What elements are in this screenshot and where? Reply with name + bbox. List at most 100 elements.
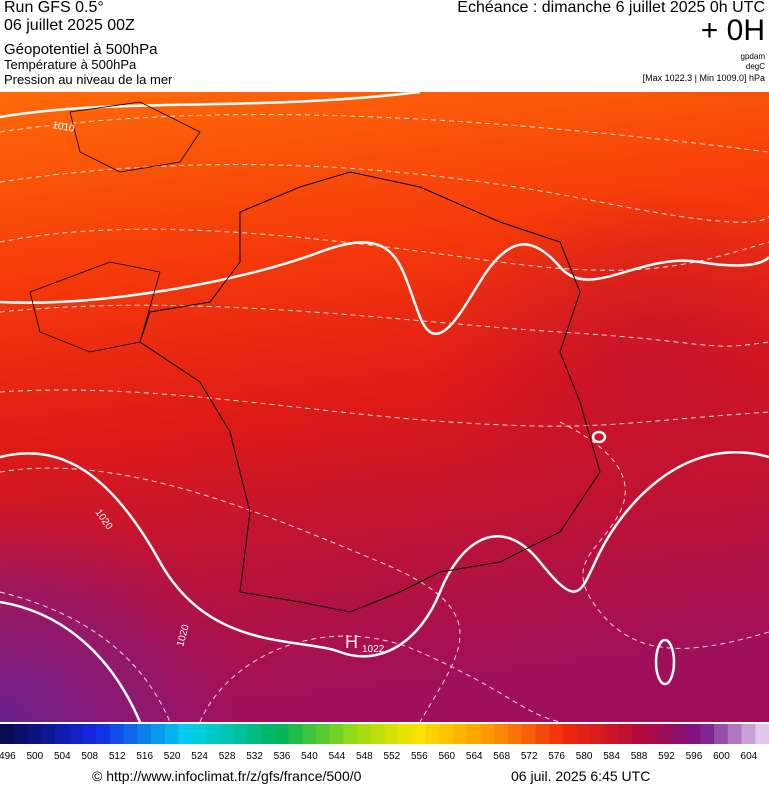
colorbar-label: 576 [548, 751, 565, 762]
isotherms [0, 114, 769, 722]
colorbar-swatch [411, 724, 427, 744]
colorbar-swatch [233, 724, 248, 744]
colorbar-swatch [727, 724, 743, 744]
colorbar-swatch [192, 724, 207, 744]
colorbar-label: 604 [741, 751, 758, 762]
colorbar-swatch [329, 724, 344, 744]
colorbar-label: 600 [713, 751, 730, 762]
colorbar-swatch [315, 724, 331, 744]
colorbar-swatch [357, 724, 372, 744]
colorbar-swatch [686, 724, 701, 744]
colorbar-swatch [617, 724, 633, 744]
coastline [29, 101, 201, 353]
colorbar-swatch [521, 724, 537, 744]
colorbar-swatch [755, 724, 769, 744]
colorbar-label: 504 [54, 751, 71, 762]
map: 1010 1020 1020 H 1022 [0, 92, 769, 722]
colorbar-label: 572 [521, 751, 538, 762]
colorbar-swatch [151, 724, 166, 744]
colorbar-swatch [672, 724, 688, 744]
colorbar-label: 548 [356, 751, 373, 762]
colorbar-swatch [576, 724, 591, 744]
colorbar-label: 564 [466, 751, 483, 762]
forecast-offset: + 0H [700, 14, 765, 47]
field [0, 92, 769, 722]
high-pressure-letter: H [345, 632, 358, 652]
colorbar-swatch [659, 724, 674, 744]
colorbar-swatch [219, 724, 234, 744]
colorbar-swatch [714, 724, 729, 744]
colorbar: 496 500 504 508 512 516 520 524 528 532 536 540 544 5… [0, 724, 769, 762]
colorbar-swatch [68, 724, 83, 744]
colorbar-swatch [604, 724, 619, 744]
colorbar-swatch [164, 724, 180, 744]
colorbar-swatch [123, 724, 138, 744]
unit-label: degC [745, 62, 765, 71]
colorbar-label: 512 [109, 751, 126, 762]
colorbar-swatch [535, 724, 550, 744]
colorbar-swatch [302, 724, 317, 744]
colorbar-swatch [508, 724, 523, 744]
colorbar-swatch [54, 724, 70, 744]
colorbar-swatch [205, 724, 221, 744]
colorbar-label: 528 [219, 751, 236, 762]
generated-time: 06 juil. 2025 6:45 UTC [511, 768, 651, 784]
colorbar-label: 580 [576, 751, 593, 762]
colorbar-swatch [13, 724, 28, 744]
colorbar-swatch [494, 724, 509, 744]
colorbar-label: 588 [631, 751, 648, 762]
run-date: 06 juillet 2025 00Z [4, 17, 135, 34]
colorbar-label: 568 [493, 751, 510, 762]
colorbar-swatch [439, 724, 454, 744]
colorbar-label: 516 [136, 751, 153, 762]
colorbar-label: 500 [26, 751, 43, 762]
colorbar-label: 524 [191, 751, 208, 762]
colorbar-swatch [343, 724, 358, 744]
layer-label: Géopotentiel à 500hPa [4, 41, 158, 58]
colorbar-swatch [288, 724, 303, 744]
colorbar-swatch [247, 724, 262, 744]
layer-label: Pression au niveau de la mer [4, 72, 173, 87]
colorbar-swatch [274, 724, 289, 744]
colorbar-swatch [370, 724, 385, 744]
colorbar-label: 532 [246, 751, 263, 762]
colorbar-swatch [178, 724, 193, 744]
colorbar-swatch [398, 724, 413, 744]
colorbar-label: 544 [329, 751, 346, 762]
source: © http://www.infoclimat.fr/z/gfs/france/… [92, 768, 362, 784]
colorbar-swatch [96, 724, 111, 744]
colorbar-swatch [466, 724, 482, 744]
extremes: [Max 1022.3 | Min 1009.0] hPa [642, 73, 765, 83]
colorbar-swatch [82, 724, 97, 744]
colorbar-label: 552 [384, 751, 401, 762]
colorbar-swatch [631, 724, 646, 744]
colorbar-swatch [384, 724, 399, 744]
colorbar-swatch [549, 724, 564, 744]
high-pressure-value: 1022 [362, 644, 385, 655]
colorbar-swatch [425, 724, 440, 744]
colorbar-swatch [260, 724, 276, 744]
colorbar-label: 592 [658, 751, 675, 762]
colorbar-label: 596 [686, 751, 703, 762]
colorbar-swatch [590, 724, 605, 744]
colorbar-label: 560 [438, 751, 455, 762]
colorbar-swatch [453, 724, 468, 744]
colorbar-label: 536 [274, 751, 291, 762]
colorbar-swatch [0, 724, 15, 744]
colorbar-swatch [109, 724, 125, 744]
colorbar-label: 508 [81, 751, 98, 762]
colorbar-label: 496 [0, 751, 16, 762]
colorbar-swatch [700, 724, 715, 744]
colorbar-label: 556 [411, 751, 428, 762]
isobars [0, 92, 769, 722]
colorbar-swatch [27, 724, 42, 744]
unit-label: gpdam [740, 52, 765, 61]
colorbar-label: 520 [164, 751, 181, 762]
colorbar-swatch [645, 724, 660, 744]
colorbar-swatch [41, 724, 56, 744]
echeance: Echéance : dimanche 6 juillet 2025 0h UT… [457, 0, 765, 16]
colorbar-swatch [741, 724, 756, 744]
run-title: Run GFS 0.5° [4, 0, 104, 16]
layer-label: Température à 500hPa [4, 57, 137, 72]
